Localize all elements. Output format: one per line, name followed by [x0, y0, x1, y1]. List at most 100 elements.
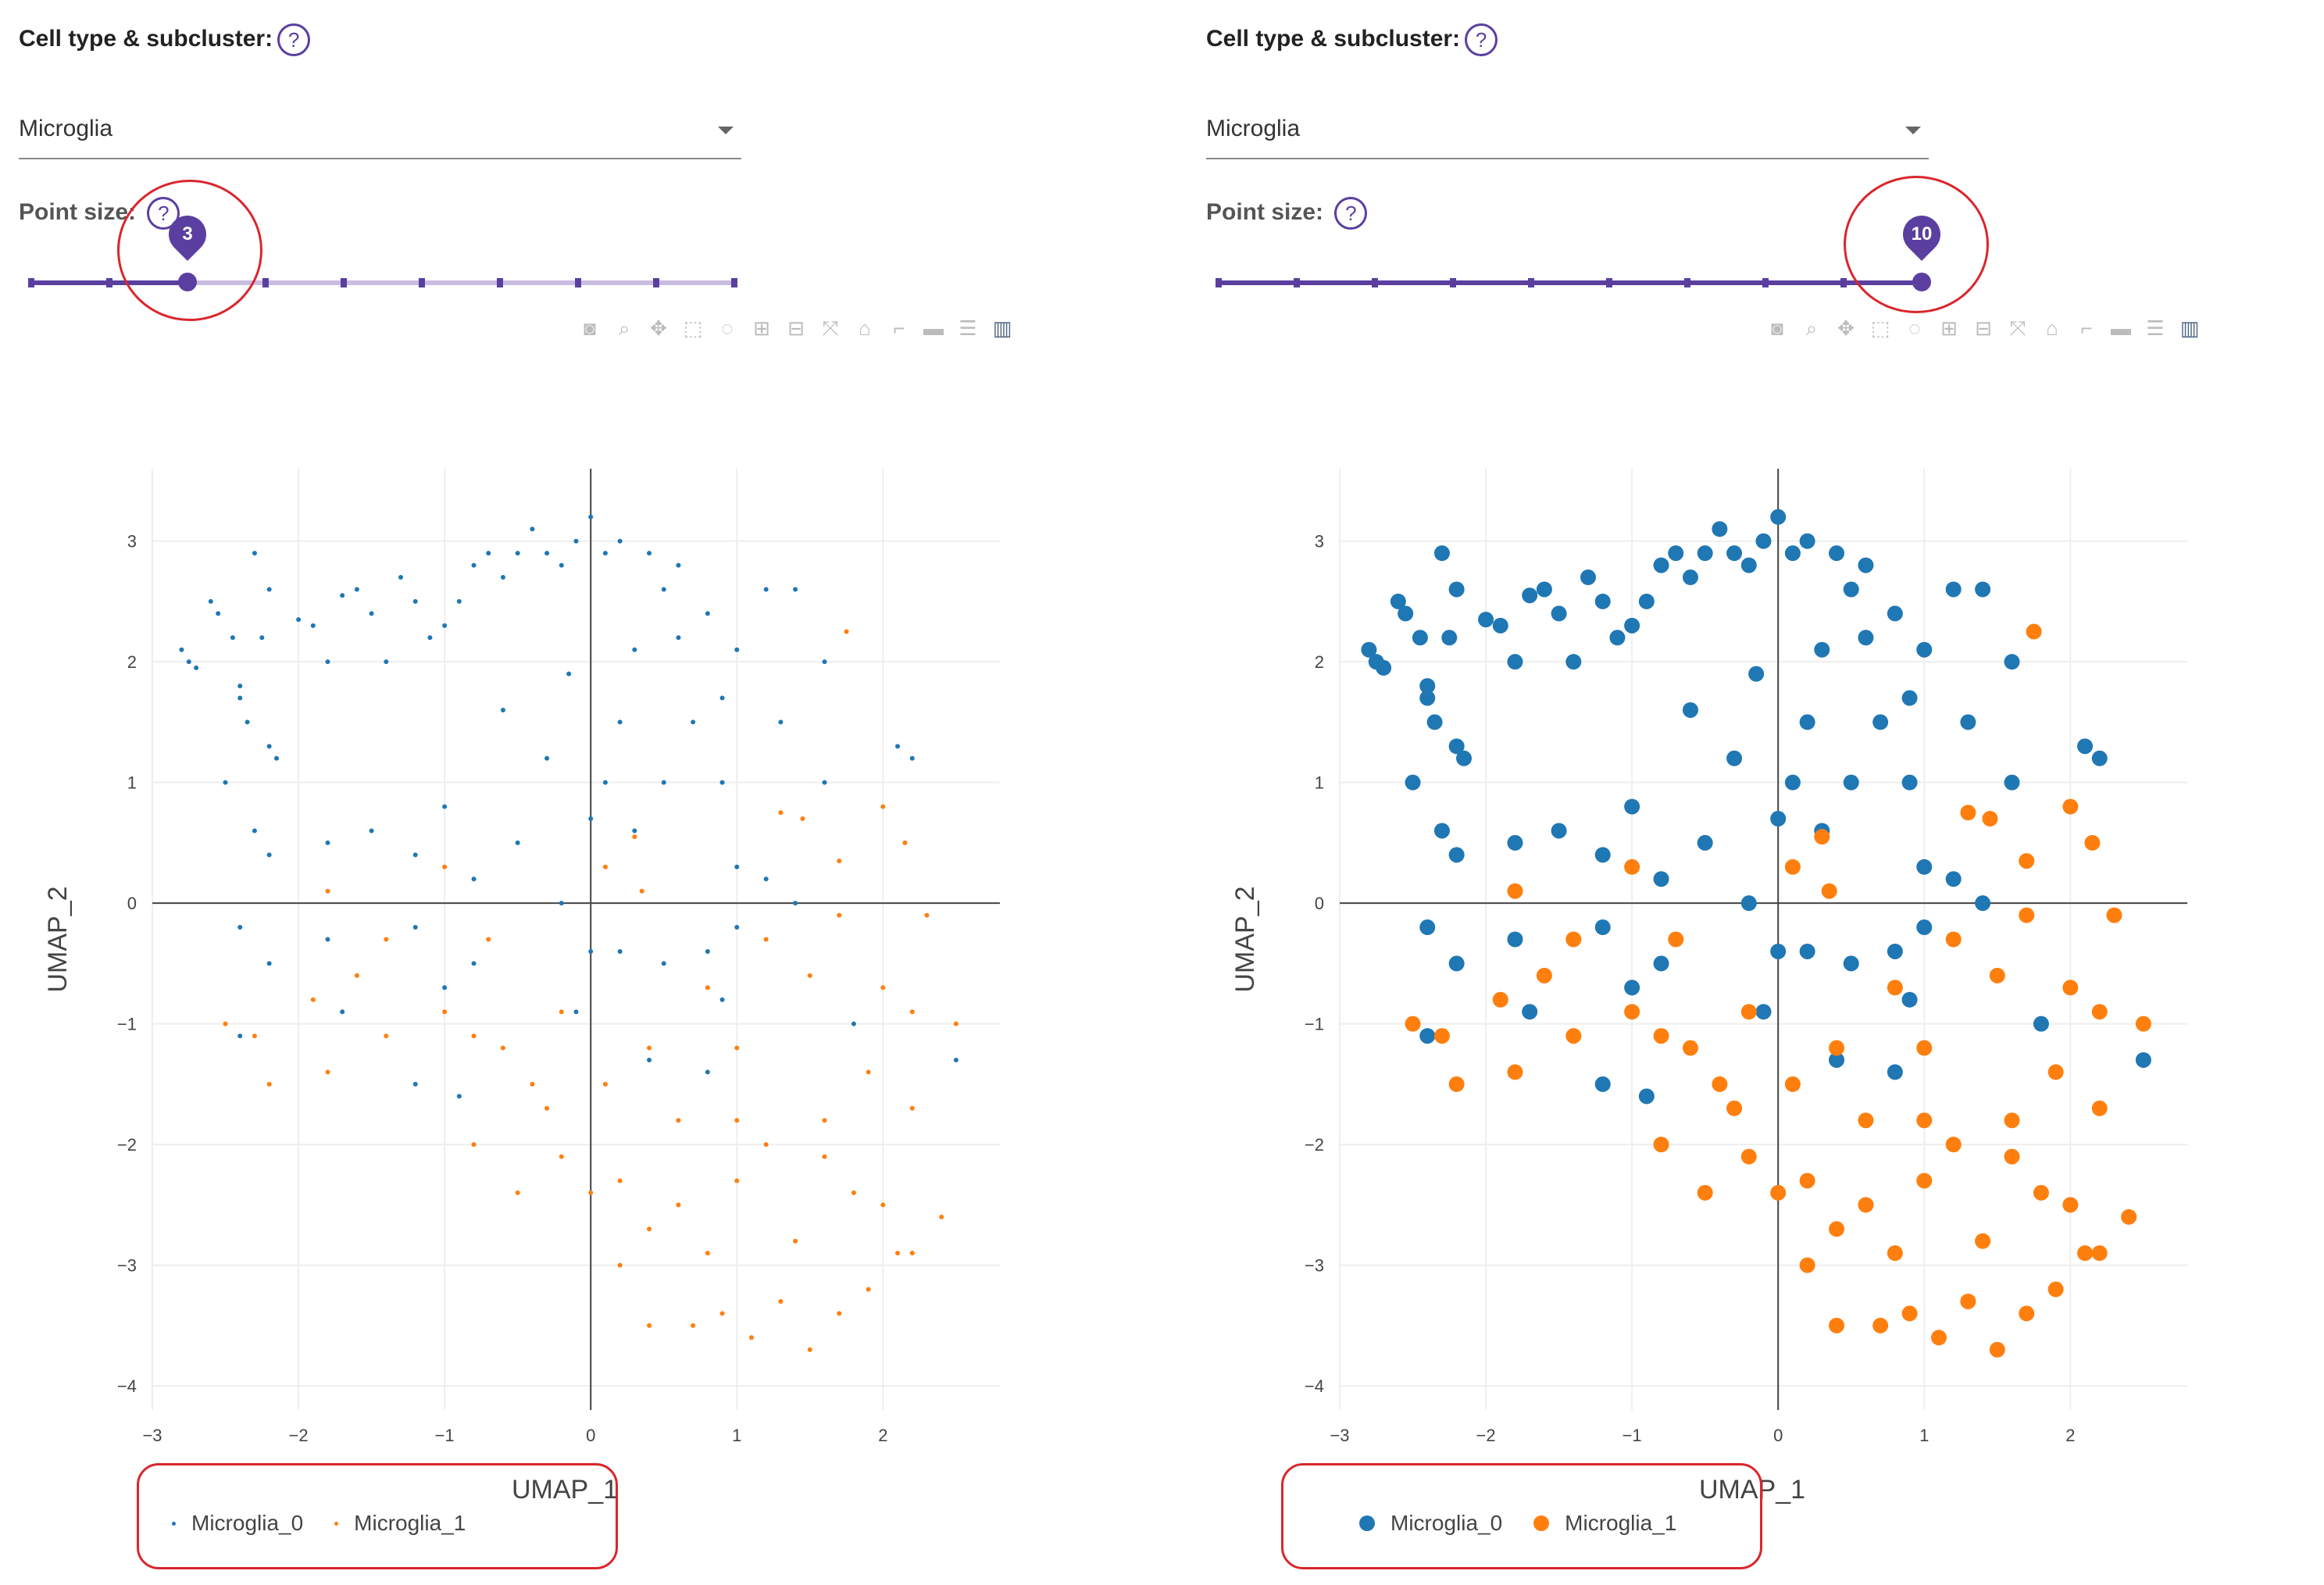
data-point	[1638, 1088, 1655, 1105]
cell-type-select[interactable]: Microglia	[19, 109, 741, 159]
hover-compare-icon[interactable]: ☰	[959, 316, 977, 340]
data-point	[1843, 955, 1859, 972]
y-tick-label: 3	[127, 532, 137, 552]
y-tick-label: 1	[1315, 773, 1324, 793]
spike-lines-icon[interactable]: ⌐	[893, 316, 905, 340]
data-point	[1507, 931, 1523, 948]
data-point	[1982, 811, 1998, 827]
data-point	[1507, 1064, 1523, 1080]
data-point	[602, 780, 608, 785]
legend-item[interactable]: Microglia_0	[1359, 1511, 1502, 1536]
data-point	[1916, 1173, 1933, 1189]
data-point	[1989, 967, 2005, 983]
plotly-logo-icon[interactable]: ▥	[2179, 316, 2200, 340]
x-tick-label: −2	[289, 1426, 309, 1445]
data-point	[1887, 1064, 1903, 1080]
data-point	[252, 551, 257, 556]
zoom-out-icon[interactable]: ⊟	[1975, 316, 1992, 340]
data-point	[1376, 659, 1392, 676]
data-point	[471, 961, 477, 966]
point-size-slider-track[interactable]	[1216, 278, 1925, 287]
data-point	[500, 707, 505, 712]
data-point	[866, 1069, 871, 1075]
reset-axes-icon[interactable]: ⌂	[859, 316, 871, 340]
data-point	[902, 840, 908, 845]
y-tick-label: −2	[1305, 1135, 1324, 1155]
cell-type-select[interactable]: Microglia	[1206, 109, 1929, 159]
lasso-icon[interactable]: ◌	[721, 316, 734, 340]
data-point	[1565, 1028, 1582, 1044]
data-point	[2004, 774, 2020, 791]
data-point	[1916, 919, 1933, 936]
data-point	[1945, 581, 1962, 598]
data-point	[1960, 714, 1976, 730]
data-point	[2091, 1004, 2108, 1020]
data-point	[953, 1057, 959, 1062]
pan-icon[interactable]: ✥	[1837, 316, 1855, 340]
zoom-in-icon[interactable]: ⊞	[753, 316, 770, 340]
data-point	[486, 937, 491, 942]
data-point	[2033, 1016, 2049, 1032]
data-point	[705, 948, 710, 954]
spike-lines-icon[interactable]: ⌐	[2080, 316, 2093, 340]
reset-axes-icon[interactable]: ⌂	[2046, 316, 2058, 340]
zoom-in-icon[interactable]: ⊞	[1940, 316, 1958, 340]
data-point	[793, 1238, 798, 1244]
data-point	[1784, 859, 1801, 875]
help-icon[interactable]: ?	[277, 23, 311, 56]
hover-closest-icon[interactable]: ▬	[923, 316, 944, 340]
data-point	[2026, 623, 2042, 640]
box-select-icon[interactable]: ⬚	[1870, 316, 1890, 340]
pan-icon[interactable]: ✥	[650, 316, 667, 340]
hover-closest-icon[interactable]: ▬	[2111, 316, 2131, 340]
data-point	[807, 1347, 812, 1352]
data-point	[617, 948, 623, 954]
data-point	[442, 864, 448, 869]
zoom-icon[interactable]: ⌕	[618, 316, 630, 340]
legend-item[interactable]: Microglia_1	[1533, 1511, 1676, 1536]
zoom-icon[interactable]: ⌕	[1805, 316, 1818, 340]
legend-item[interactable]: Microglia_0	[172, 1511, 303, 1536]
data-point	[778, 719, 784, 725]
hover-compare-icon[interactable]: ☰	[2146, 316, 2165, 340]
data-point	[1419, 919, 1436, 936]
data-point	[1945, 931, 1962, 948]
autoscale-icon[interactable]: ⤧	[822, 316, 839, 340]
point-size-slider-track[interactable]	[28, 278, 737, 287]
data-point	[245, 719, 250, 725]
data-point	[1784, 774, 1801, 791]
data-point	[1740, 1148, 1757, 1165]
data-point	[2091, 1245, 2108, 1262]
data-point	[186, 659, 191, 665]
help-icon[interactable]: ?	[1334, 197, 1368, 230]
scatter-plot[interactable]: −3 −2 −1 0 1 2 3 2 1 0 −1 −2 −3 −4 UMAP_2	[0, 437, 1162, 1500]
data-point	[1740, 557, 1757, 573]
scatter-plot[interactable]: −3 −2 −1 0 1 2 3 2 1 0 −1 −2 −3 −4 UMAP_2	[1187, 437, 2312, 1500]
data-point	[252, 828, 257, 834]
data-point	[1960, 1293, 1976, 1309]
y-tick-label: −4	[1305, 1376, 1324, 1396]
data-point	[471, 876, 477, 882]
data-point	[1989, 1341, 2005, 1358]
help-icon[interactable]: ?	[1465, 23, 1498, 56]
camera-icon[interactable]: ◙	[1771, 316, 1783, 340]
data-point	[2135, 1016, 2151, 1032]
data-point	[602, 1081, 608, 1087]
zoom-out-icon[interactable]: ⊟	[787, 316, 805, 340]
lasso-icon[interactable]: ◌	[1908, 316, 1921, 340]
data-point	[2033, 1184, 2049, 1201]
data-point	[1580, 569, 1597, 586]
legend-item[interactable]: Microglia_1	[334, 1511, 466, 1536]
y-tick-label: −1	[117, 1015, 137, 1034]
plotly-logo-icon[interactable]: ▥	[992, 316, 1012, 340]
data-point	[632, 828, 637, 834]
data-point	[471, 1033, 477, 1039]
data-point	[412, 598, 418, 604]
box-select-icon[interactable]: ⬚	[683, 316, 703, 340]
camera-icon[interactable]: ◙	[584, 316, 596, 340]
legend: Microglia_0 Microglia_1	[1359, 1508, 1676, 1539]
data-point	[266, 744, 272, 749]
autoscale-icon[interactable]: ⤧	[2009, 316, 2026, 340]
data-point	[2019, 907, 2035, 923]
data-point	[617, 538, 623, 544]
